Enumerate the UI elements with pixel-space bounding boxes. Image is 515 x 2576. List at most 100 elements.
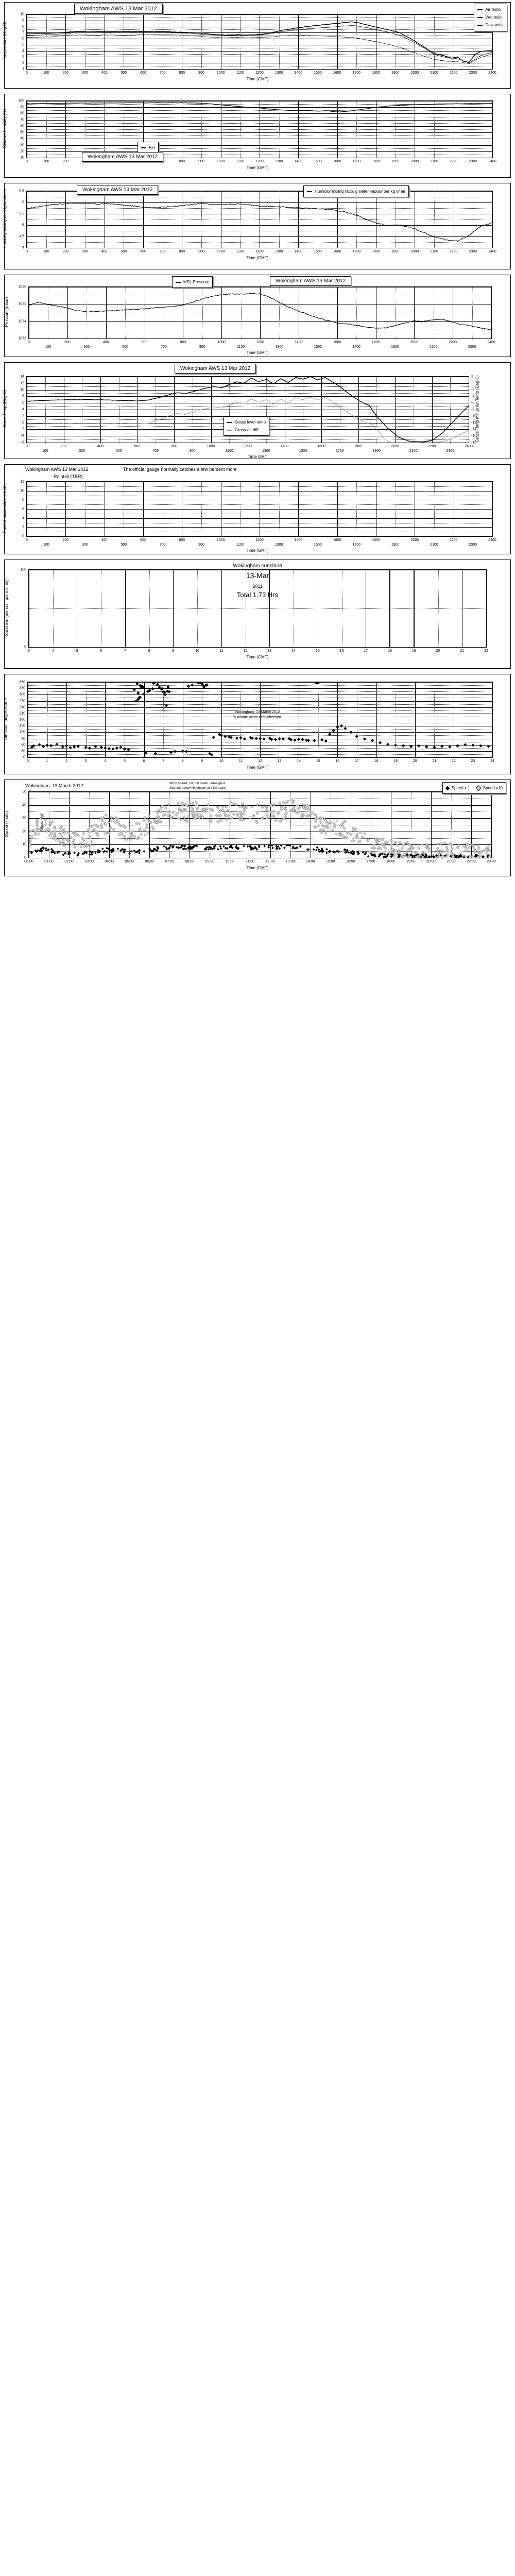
wind-gust-point	[202, 807, 205, 811]
wind-gust-point	[339, 824, 342, 827]
x-tick-label: 01:00	[44, 860, 54, 863]
y-tick-label: 10	[20, 489, 24, 493]
x-tick-label: 200	[62, 250, 69, 253]
scatter-point	[61, 745, 64, 749]
gridline-v	[450, 377, 451, 443]
x-tick-label: 1800	[372, 250, 380, 253]
wind-mean-point	[317, 848, 320, 851]
x-tick-label: 700	[161, 345, 167, 349]
wind-gust-point	[39, 817, 43, 820]
gridline-v	[86, 682, 87, 757]
x-tick-label: 0	[28, 341, 30, 344]
scatter-point	[250, 736, 254, 740]
gridline-v	[318, 682, 319, 757]
x-tick-label: 2000	[410, 71, 419, 75]
scatter-point	[104, 746, 107, 750]
scatter-point	[136, 691, 140, 695]
wind-mean-point	[271, 846, 274, 850]
y-tick-label: 5	[22, 223, 24, 227]
scatter-point	[169, 751, 173, 754]
wind-gust-point	[320, 831, 323, 835]
wind-mean-point	[175, 845, 178, 849]
y-tick-label-right: -2	[471, 388, 475, 392]
x-tick-label: 22:00	[467, 860, 476, 863]
x-tick-label: 14	[291, 649, 296, 653]
gridline-v	[164, 287, 165, 338]
y-tick-label: 300	[19, 692, 25, 697]
wind-gust-point	[244, 806, 248, 810]
wind-gust-point	[73, 834, 77, 838]
x-tick-label: 0	[26, 250, 28, 253]
gridline-v	[260, 287, 261, 338]
wind-gust-point	[351, 828, 355, 833]
x-tick-label: 2100	[430, 160, 438, 163]
x-tick-label: 2300	[468, 345, 476, 349]
x-tick-label: 11	[219, 649, 224, 653]
gridline-h	[29, 844, 491, 845]
wind-mean-point	[219, 847, 222, 850]
x-tick-label: 12:00	[265, 860, 275, 863]
wind-gust-point	[181, 809, 185, 813]
gridline-v	[434, 101, 435, 158]
y-tick-label: 90	[20, 105, 24, 109]
x-tick-label: 06:00	[145, 860, 154, 863]
gridline-v	[472, 287, 473, 338]
wind-gust-point	[272, 814, 276, 818]
x-axis-label: Time (GMT)	[246, 655, 269, 659]
wind-gust-point	[290, 799, 294, 802]
series-line	[27, 102, 492, 112]
wind-gust-point	[402, 853, 406, 856]
y-tick-label: 40	[22, 803, 26, 807]
x-tick-label: 1300	[262, 449, 270, 453]
scatter-point	[370, 739, 374, 742]
wind-gust-point	[309, 812, 313, 816]
wind-gust-point	[436, 846, 440, 850]
y-tick-label-right: -10	[471, 414, 477, 418]
x-tick-label: 1500	[314, 543, 322, 547]
x-axis-label: Time (GMT)	[246, 165, 269, 170]
x-tick-label: 2000	[391, 445, 399, 448]
wind-gust-point	[350, 833, 353, 836]
gridline-v	[318, 14, 319, 69]
wind-gust-point	[53, 831, 57, 834]
wind-mean-point	[312, 848, 315, 851]
wind-mean-point	[325, 852, 328, 854]
y-tick-label: -6	[21, 440, 24, 445]
x-tick-label: 21	[460, 649, 465, 653]
chart-card-temperature: 1 2 3 4 5 6 7 8 9 10 0 100 200 300 400 500 600 700 800 900 1…	[3, 2, 511, 89]
gridline-v	[395, 287, 396, 338]
legend-label: RH	[149, 145, 155, 150]
gridline-v	[201, 14, 202, 69]
y-axis-label: Grass Temp (Deg C)	[2, 389, 7, 428]
gridline-v	[431, 792, 432, 858]
series-line	[27, 21, 492, 63]
wind-gust-point	[143, 833, 147, 837]
wind-gust-point	[319, 818, 322, 821]
scatter-point	[88, 747, 92, 750]
scatter-point	[239, 736, 243, 739]
x-tick-label: 0	[27, 759, 29, 763]
wind-gust-point	[79, 841, 82, 845]
x-tick-label: 1900	[391, 250, 400, 253]
x-tick-label: 0	[26, 538, 28, 542]
scatter-point	[363, 737, 367, 741]
x-tick-label: 14:00	[305, 860, 315, 863]
wind-gust-point	[35, 823, 39, 827]
scatter-point	[158, 685, 161, 689]
wind-gust-point	[228, 810, 232, 814]
chart-total: Total 1.73 Hrs	[236, 591, 279, 599]
y-tick-label: 90	[21, 737, 25, 740]
x-tick-label: 18	[374, 759, 379, 763]
legend-row: Grass level temp	[227, 418, 266, 426]
wind-gust-point	[54, 837, 58, 841]
scatter-point	[339, 724, 343, 728]
wind-gust-point	[295, 810, 299, 814]
x-tick-label: 8	[181, 759, 184, 763]
x-tick-label: 1500	[314, 250, 322, 253]
wind-gust-point	[297, 810, 300, 814]
wind-gust-point	[88, 836, 92, 840]
gridline-h	[29, 647, 486, 648]
gridline-v	[473, 14, 474, 69]
gridline-v	[318, 101, 319, 158]
chart-card-wind-speed: 0 10 20 30 40 50 00:00 01:00 02:00 03:00 04:00 05:0…	[4, 779, 511, 876]
